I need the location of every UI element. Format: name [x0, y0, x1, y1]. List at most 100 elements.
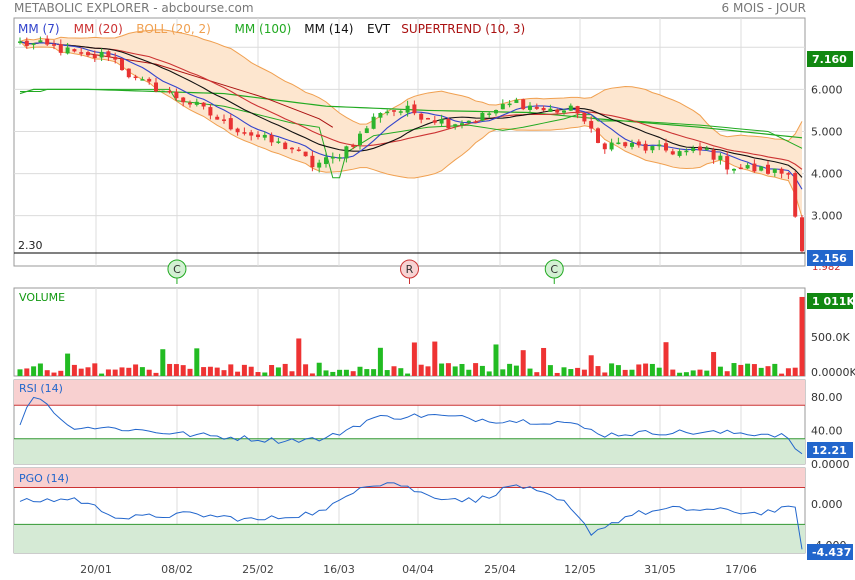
volume-bar: [391, 366, 397, 376]
x-tick-label: 04/04: [402, 563, 434, 576]
volume-bar: [459, 363, 465, 376]
candle-body: [262, 134, 267, 138]
pgo-oversold-zone: [14, 524, 805, 553]
low-marker-label: 1.982: [812, 262, 841, 273]
rsi-oversold-zone: [14, 438, 805, 464]
volume-bar: [173, 364, 179, 376]
candle-body: [725, 156, 730, 170]
rsi-tick-label: 40.00: [811, 424, 843, 437]
candle-body: [133, 76, 138, 79]
mm20-line: [19, 40, 803, 170]
candle-body: [38, 40, 43, 43]
mm14-line: [19, 40, 803, 178]
candle-body: [99, 51, 104, 58]
candle-body: [208, 107, 213, 116]
candle-body: [786, 173, 791, 175]
candle-body: [18, 41, 22, 43]
candle-body: [460, 123, 464, 126]
candle-body: [562, 110, 566, 113]
volume-bar: [649, 363, 655, 376]
pgo-line: [19, 482, 803, 550]
volume-bar: [636, 364, 642, 376]
candle-body: [160, 90, 165, 93]
volume-bar: [303, 364, 309, 376]
volume-bar: [792, 367, 798, 376]
volume-bar: [473, 363, 479, 376]
candle-body: [296, 149, 301, 152]
supertrend-resistance-line: [87, 53, 334, 128]
candle-body: [616, 142, 621, 145]
candle-body: [698, 146, 702, 151]
volume-bar: [500, 369, 506, 376]
volume-bar: [799, 296, 805, 376]
volume-bar: [296, 338, 302, 376]
volume-bar: [194, 348, 200, 376]
candle-body: [521, 99, 526, 110]
candle-body: [664, 143, 668, 151]
volume-bar: [704, 370, 710, 376]
volume-bar: [398, 368, 404, 376]
candle-body: [419, 113, 424, 120]
volume-bar: [17, 369, 23, 376]
volume-title: VOLUME: [19, 291, 65, 304]
volume-bar: [513, 365, 519, 376]
volume-bar: [92, 363, 98, 376]
candle-body: [738, 167, 743, 170]
candle-body: [732, 168, 736, 171]
candle-body: [752, 163, 757, 172]
rsi-last-badge: 12.21: [812, 444, 847, 457]
candle-body: [330, 156, 335, 159]
volume-bar: [758, 367, 764, 376]
volume-bar: [214, 367, 220, 376]
volume-bar: [629, 369, 635, 376]
candle-body: [657, 144, 662, 147]
oscillator-lines: [19, 396, 803, 550]
candle-body: [684, 150, 689, 153]
candle-body: [507, 103, 512, 106]
volume-bar: [44, 370, 50, 376]
bollinger-upper-line: [19, 29, 803, 142]
candle-body: [310, 155, 315, 168]
volume-bar: [466, 369, 472, 376]
volume-bar: [65, 353, 71, 376]
legend-item: MM (7): [18, 22, 60, 36]
volume-bar: [486, 371, 492, 376]
volume-bar: [479, 365, 485, 376]
candle-body: [242, 132, 247, 134]
candle-body: [766, 164, 770, 174]
candle-body: [120, 59, 124, 71]
volume-bar: [187, 368, 193, 376]
volume-bar: [343, 369, 349, 376]
volume-bar: [201, 367, 207, 376]
candle-body: [555, 109, 560, 113]
volume-bar: [507, 363, 513, 376]
candle-body: [358, 133, 362, 146]
candle-body: [439, 119, 444, 124]
rsi-overbought-zone: [14, 380, 805, 406]
pgo-last-badge: -4.437: [812, 546, 851, 559]
volume-bar: [337, 369, 343, 376]
volume-bars: [17, 296, 805, 376]
candle-body: [548, 108, 553, 112]
legend: MM (7) MM (20) BOLL (20, 2) MM (100) MM (14)…: [18, 22, 525, 36]
candle-body: [371, 116, 376, 129]
candle-body: [677, 151, 682, 156]
candle-body: [45, 38, 50, 45]
candle-body: [772, 168, 777, 173]
volume-bar: [683, 372, 689, 376]
last-close-badge-box: [807, 51, 853, 67]
candle-body: [745, 165, 750, 169]
candle-body: [222, 119, 226, 121]
volume-bar: [527, 368, 533, 376]
candle-body: [283, 142, 288, 150]
volume-bar: [371, 369, 377, 376]
volume-bar: [690, 370, 696, 376]
candle-body: [52, 44, 56, 46]
volume-bar: [221, 370, 227, 376]
volume-bar: [31, 366, 37, 376]
volume-bar: [432, 341, 438, 376]
volume-bar: [745, 363, 751, 376]
pgo-title: PGO (14): [19, 472, 69, 485]
pgo-overbought-zone: [14, 468, 805, 488]
volume-tick-label: 0.0000K: [811, 366, 855, 379]
